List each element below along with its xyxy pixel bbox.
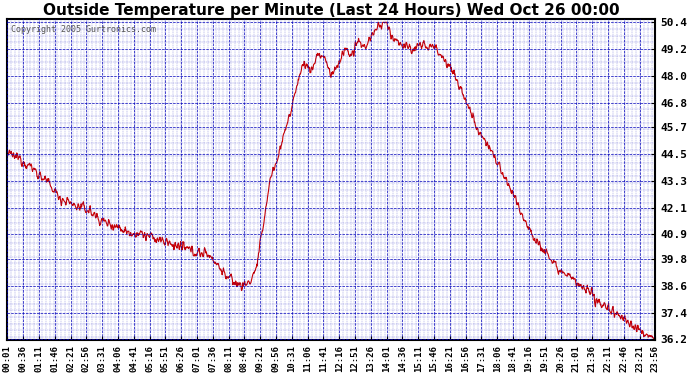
Text: Copyright 2005 Gurtronics.com: Copyright 2005 Gurtronics.com [10, 26, 155, 34]
Title: Outside Temperature per Minute (Last 24 Hours) Wed Oct 26 00:00: Outside Temperature per Minute (Last 24 … [43, 3, 620, 18]
